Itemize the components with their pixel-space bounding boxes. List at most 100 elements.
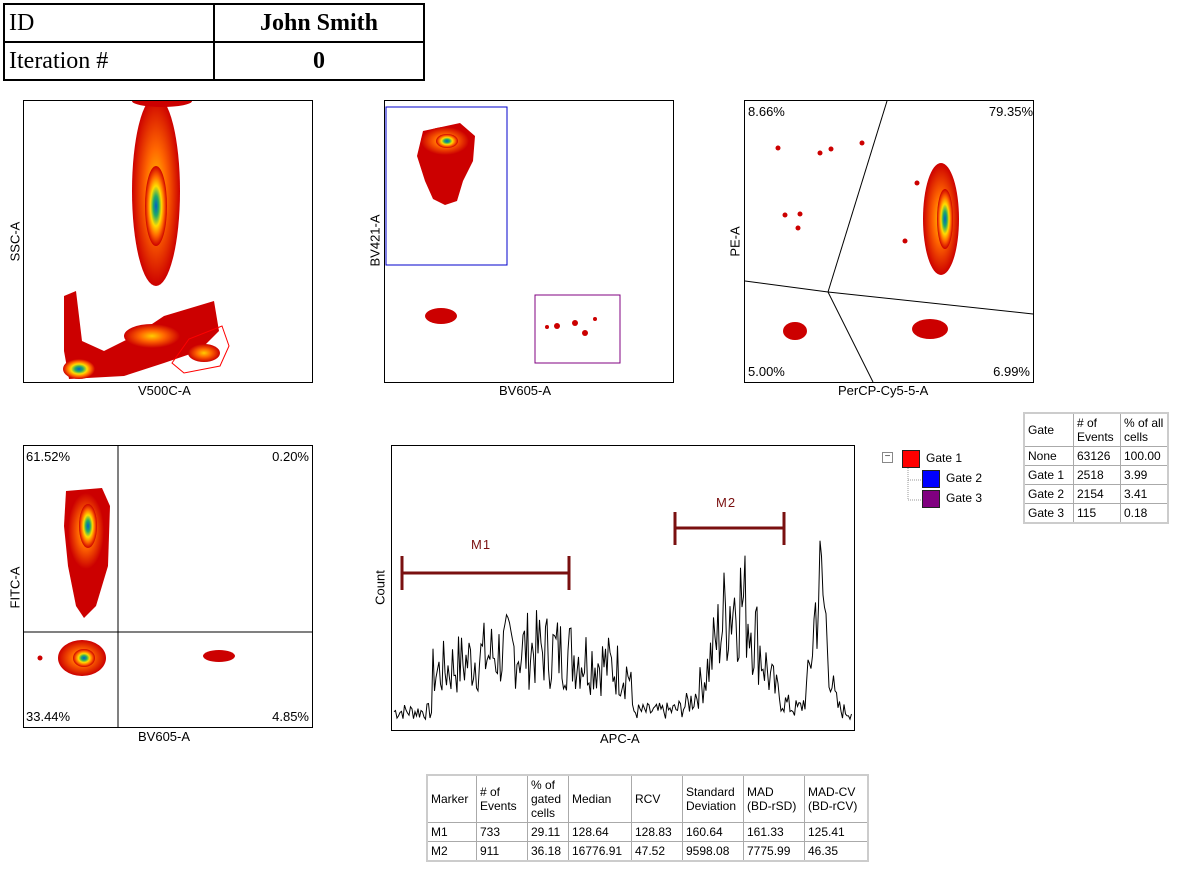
- iteration-value: 0: [213, 41, 425, 81]
- quadrant-line: [827, 291, 874, 382]
- plot-pe-percp-canvas: [745, 101, 1033, 382]
- p2-x-axis-label: BV605-A: [499, 383, 552, 398]
- table-cell: 3.41: [1120, 484, 1169, 504]
- table-cell: 911: [476, 841, 528, 862]
- table-cell: 2154: [1073, 484, 1121, 504]
- table-cell: Gate 1: [1023, 465, 1074, 485]
- p4-quadrant-bottom-right: 4.85%: [272, 709, 309, 724]
- p4-x-axis-label: BV605-A: [138, 729, 191, 744]
- population-cluster: [145, 166, 167, 246]
- population-cluster: [203, 650, 235, 662]
- marker-m1: [400, 556, 571, 590]
- marker-m1-label: M1: [471, 537, 492, 552]
- population-cluster: [828, 146, 834, 152]
- population-cluster: [582, 330, 588, 336]
- table-header: Median: [568, 774, 632, 823]
- population-cluster: [775, 145, 781, 151]
- histogram-apc: M1 M2: [391, 445, 855, 731]
- marker-m2-label: M2: [716, 495, 737, 510]
- table-cell: 7775.99: [743, 841, 805, 862]
- plot-pe-percp: 8.66% 79.35% 5.00% 6.99%: [744, 100, 1034, 383]
- table-cell: 46.35: [804, 841, 869, 862]
- collapse-icon[interactable]: −: [882, 452, 893, 463]
- table-header: % of all cells: [1120, 412, 1169, 447]
- table-cell: 160.64: [682, 822, 744, 842]
- table-cell: M1: [426, 822, 477, 842]
- iteration-label: Iteration #: [3, 41, 215, 81]
- p3-x-axis-label: PerCP-Cy5-5-A: [838, 383, 929, 398]
- plot-bv421-bv605: [384, 100, 674, 383]
- p3-quadrant-top-right: 79.35%: [988, 104, 1033, 119]
- gate-1-polygon: [171, 325, 230, 374]
- p2-y-axis-label: BV421-A: [367, 214, 383, 267]
- gate-3-rect: [534, 294, 621, 364]
- quadrant-line: [827, 291, 1033, 315]
- table-row: Gate 1 2518 3.99: [1023, 465, 1169, 485]
- p4-quadrant-top-left: 61.52%: [26, 449, 71, 464]
- table-header: Standard Deviation: [682, 774, 744, 823]
- p4-quadrant-bottom-left: 33.44%: [26, 709, 71, 724]
- p4-quadrant-top-right: 0.20%: [272, 449, 309, 464]
- population-cluster: [572, 320, 578, 326]
- p5-x-axis-label: APC-A: [600, 731, 640, 746]
- table-header: # of Events: [476, 774, 528, 823]
- table-cell: 125.41: [804, 822, 869, 842]
- marker-m2: [673, 512, 786, 545]
- table-cell: Gate 2: [1023, 484, 1074, 504]
- table-header: RCV: [631, 774, 683, 823]
- table-header: MAD (BD-rSD): [743, 774, 805, 823]
- id-value: John Smith: [213, 3, 425, 43]
- population-cluster: [859, 140, 865, 146]
- gate-stats-table: Gate # of Events % of all cells None 631…: [1023, 412, 1169, 524]
- population-cluster: [797, 211, 803, 217]
- gate-tree-item[interactable]: Gate 1: [902, 448, 962, 468]
- table-row: Gate 3 115 0.18: [1023, 503, 1169, 524]
- table-cell: 47.52: [631, 841, 683, 862]
- gate-2-rect: [385, 106, 508, 266]
- quadrant-line: [745, 280, 829, 293]
- table-cell: 16776.91: [568, 841, 632, 862]
- population-cluster: [63, 359, 95, 379]
- table-cell: None: [1023, 446, 1074, 466]
- plot-ssc-v500c: [23, 100, 313, 383]
- p3-quadrant-bottom-right: 6.99%: [993, 364, 1030, 379]
- plot-fitc-bv605-canvas: [24, 446, 312, 727]
- population-cluster: [436, 134, 458, 148]
- p1-x-axis-label: V500C-A: [138, 383, 191, 398]
- population-cluster: [425, 308, 457, 324]
- population-cluster: [937, 189, 953, 249]
- population-cluster: [37, 655, 43, 661]
- population-cluster: [783, 322, 807, 340]
- population-cluster: [132, 101, 192, 107]
- population-cluster: [817, 150, 823, 156]
- table-cell: 115: [1073, 503, 1121, 524]
- p3-y-axis-label: PE-A: [727, 226, 743, 257]
- table-cell: 9598.08: [682, 841, 744, 862]
- population-cluster: [73, 649, 95, 667]
- population-cluster: [914, 180, 920, 186]
- histogram-apc-canvas: [393, 512, 852, 721]
- gate-tree-item[interactable]: Gate 2: [922, 468, 982, 488]
- population-cluster: [912, 319, 948, 339]
- table-cell: 128.64: [568, 822, 632, 842]
- p3-quadrant-bottom-left: 5.00%: [748, 364, 785, 379]
- p5-y-axis-label: Count: [372, 570, 388, 605]
- table-header: Marker: [426, 774, 477, 823]
- population-cluster: [554, 323, 560, 329]
- population-cluster: [124, 324, 180, 348]
- gate-3-label: Gate 3: [946, 491, 983, 505]
- gate-2-swatch-icon: [922, 469, 940, 488]
- population-cluster: [795, 225, 801, 231]
- gate-tree-item[interactable]: Gate 3: [922, 488, 982, 508]
- table-row: None 63126 100.00: [1023, 446, 1169, 466]
- plot-ssc-v500c-canvas: [63, 101, 230, 379]
- population-cluster: [188, 344, 220, 362]
- histogram-trace: [393, 540, 852, 721]
- table-cell: 100.00: [1120, 446, 1169, 466]
- population-cluster: [782, 212, 788, 218]
- gate-2-label: Gate 2: [946, 471, 983, 485]
- table-cell: 3.99: [1120, 465, 1169, 485]
- marker-stats-table: Marker # of Events % of gated cells Medi…: [426, 774, 869, 862]
- table-cell: 733: [476, 822, 528, 842]
- table-cell: 29.11: [527, 822, 569, 842]
